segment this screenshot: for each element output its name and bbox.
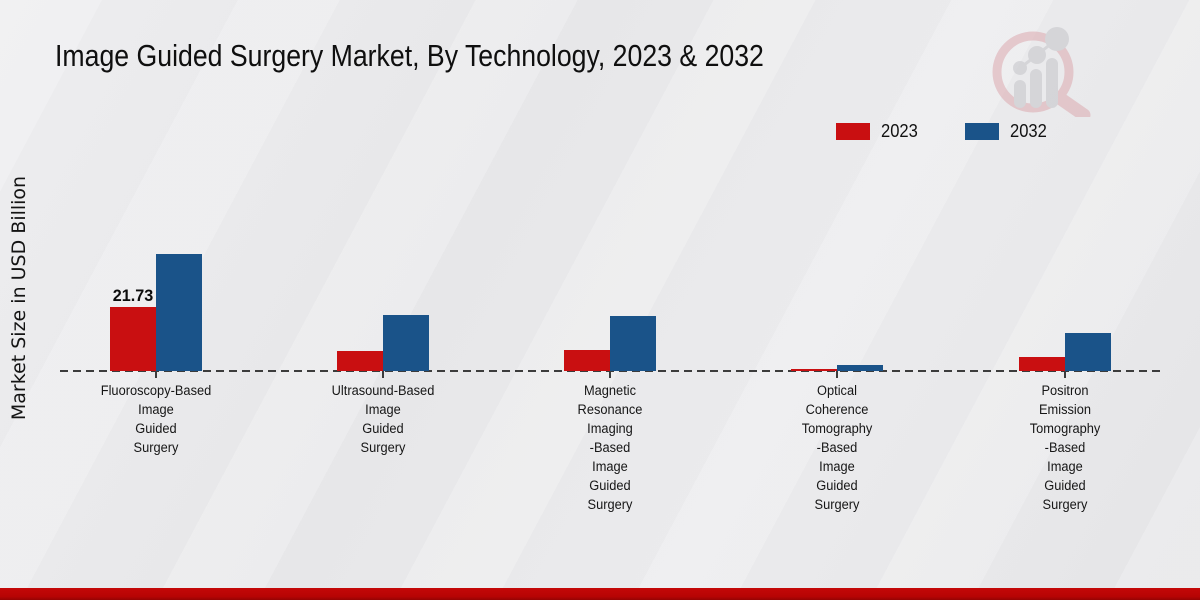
x-axis-tick — [1064, 371, 1066, 378]
x-axis-tick — [609, 371, 611, 378]
x-axis-tick — [836, 371, 838, 378]
bar-2023-group1 — [110, 307, 156, 371]
category-label-group5: Positron Emission Tomography -Based Image Gui… — [1029, 383, 1101, 512]
bar-2023-group4 — [791, 369, 837, 371]
bar-2032-group1 — [156, 254, 202, 371]
legend-label-2032: 2032 — [1010, 121, 1047, 141]
bar-2023-group5 — [1019, 357, 1065, 371]
legend-item-2023: 2023 — [836, 121, 921, 142]
legend-item-2032: 2032 — [965, 121, 1050, 142]
legend-swatch-2032 — [965, 123, 1000, 140]
y-axis-label: Market Size in USD Billion — [8, 175, 30, 421]
bar-2023-group3 — [564, 350, 610, 371]
bar-2032-group4 — [837, 365, 883, 371]
magnifier-bar-chart-logo-icon — [992, 27, 1091, 117]
chart-title: Image Guided Surgery Market, By Technolo… — [55, 38, 764, 73]
legend-label-2023: 2023 — [881, 121, 918, 141]
bar-value-label: 21.73 — [112, 286, 154, 305]
legend-swatch-2023 — [836, 123, 870, 140]
x-axis-tick — [155, 371, 157, 378]
footer-accent-bar — [0, 588, 1200, 600]
bar-2023-group2 — [337, 351, 383, 371]
bar-2032-group3 — [610, 316, 656, 371]
category-label-group2: Ultrasound-Based Image Guided Surgery — [331, 383, 435, 455]
x-axis-tick — [382, 371, 384, 378]
bar-2032-group2 — [383, 315, 429, 371]
bar-2032-group5 — [1065, 333, 1111, 371]
category-label-group3: Magnetic Resonance Imaging -Based Image Guide… — [577, 383, 643, 512]
category-label-group4: Optical Coherence Tomography -Based Image Gui… — [801, 383, 873, 512]
x-axis-baseline — [60, 370, 1165, 372]
legend: 2023 2032 — [836, 121, 1050, 142]
category-label-group1: Fluoroscopy-Based Image Guided Surgery — [100, 383, 212, 455]
